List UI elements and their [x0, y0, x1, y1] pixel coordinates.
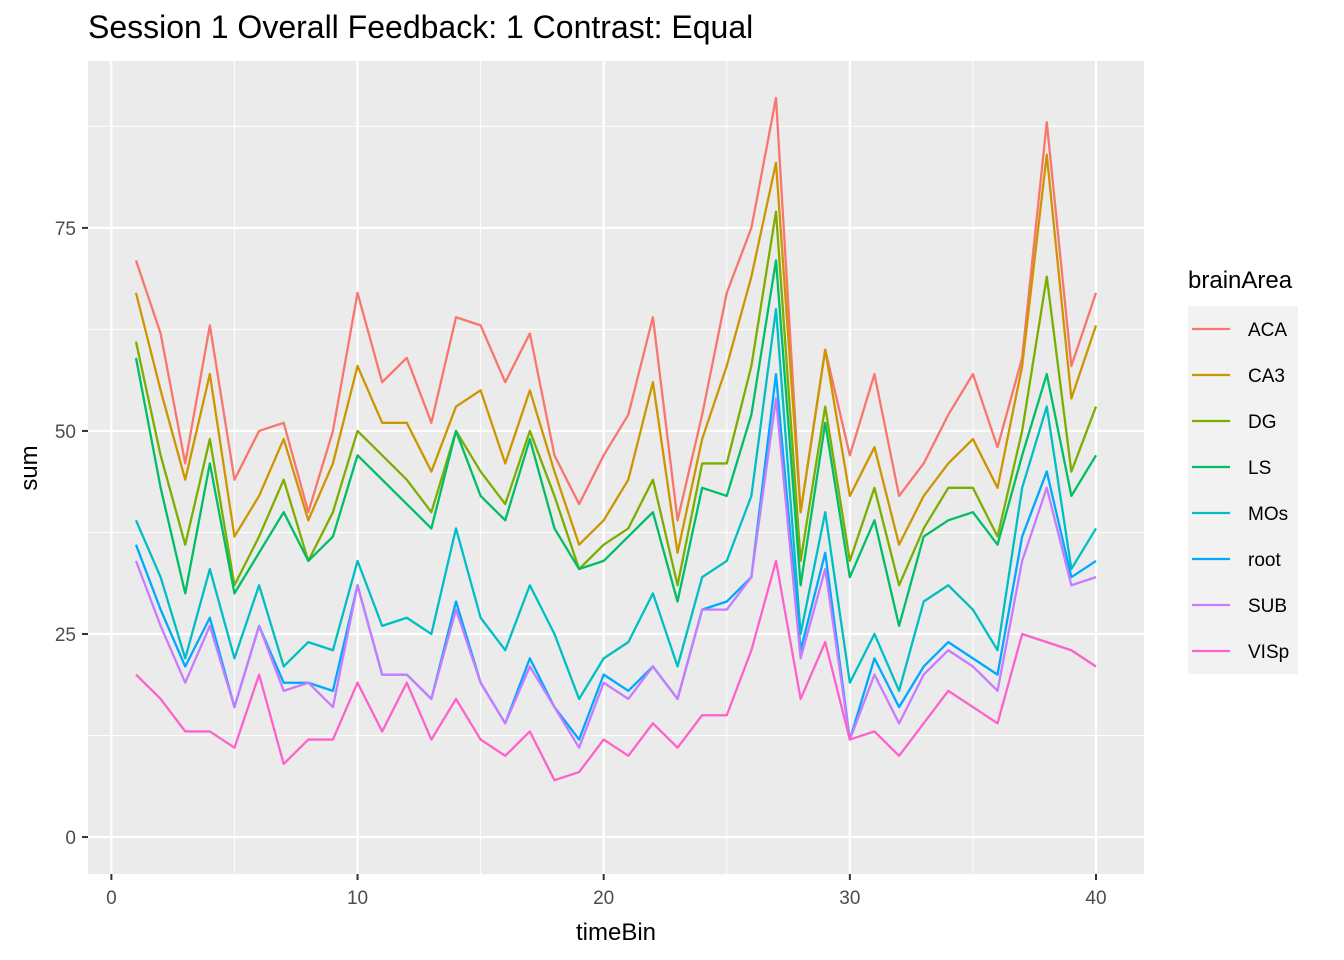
x-tick-label: 20 [593, 888, 614, 909]
legend-items: ACA CA3 DG LS MOs root SUB VISp [1188, 306, 1298, 674]
legend: brainArea ACA CA3 DG LS MOs root SUB VISp [1188, 267, 1298, 674]
y-tick-label: 50 [55, 422, 76, 443]
series-line-visp [135, 559, 1097, 782]
legend-label-dg: DG [1248, 412, 1277, 433]
x-tick-label: 40 [1085, 888, 1106, 909]
y-tick-label: 75 [55, 219, 76, 240]
x-axis-title: timeBin [576, 919, 656, 946]
chart-title: Session 1 Overall Feedback: 1 Contrast: … [88, 9, 753, 45]
x-tick-label: 10 [347, 888, 368, 909]
legend-label-root: root [1248, 550, 1281, 571]
legend-label-visp: VISp [1248, 642, 1289, 663]
x-axis: 0 10 20 30 40 [106, 874, 1107, 909]
legend-title: brainArea [1188, 267, 1293, 294]
series-line-mos [134, 307, 1097, 701]
series-lines [134, 96, 1098, 782]
legend-label-mos: MOs [1248, 504, 1288, 525]
legend-label-sub: SUB [1248, 596, 1287, 617]
legend-label-ls: LS [1248, 458, 1271, 479]
y-axis: 0 25 50 75 [55, 219, 88, 849]
series-line-aca [134, 96, 1098, 522]
y-tick-label: 25 [55, 625, 76, 646]
x-tick-label: 0 [106, 888, 117, 909]
grid-minor [88, 61, 1144, 874]
y-axis-title: sum [16, 445, 43, 490]
plot-panel [88, 61, 1144, 874]
y-tick-label: 0 [65, 828, 76, 849]
legend-label-aca: ACA [1248, 320, 1287, 341]
x-tick-label: 30 [839, 888, 860, 909]
series-line-dg [134, 210, 1098, 587]
series-line-root [134, 372, 1097, 741]
series-line-sub [134, 397, 1097, 749]
series-line-ls [134, 259, 1097, 628]
series-line-ca3 [134, 153, 1098, 554]
legend-label-ca3: CA3 [1248, 366, 1285, 387]
grid-major [88, 61, 1144, 874]
